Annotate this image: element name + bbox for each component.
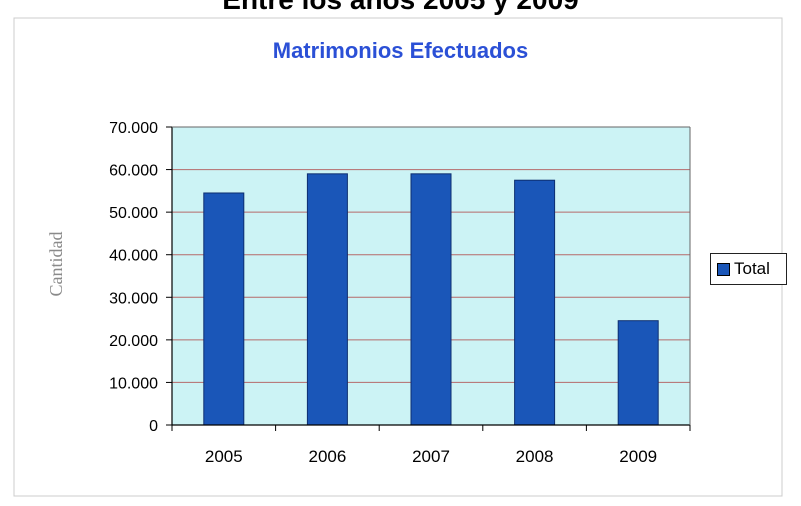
bar-series (203, 173, 659, 426)
axes (166, 126, 691, 431)
chart-title: Matrimonios Efectuados (272, 38, 529, 63)
bar-2007 (410, 173, 452, 426)
legend-swatch (717, 262, 730, 276)
legend-label: Total (734, 259, 770, 278)
y-tick-label: 30.000 (109, 290, 158, 307)
page-header-title: Entre los años 2005 y 2009 (0, 0, 801, 16)
bar-2009 (617, 320, 659, 426)
bar-2006 (306, 173, 348, 426)
x-tick-label: 2007 (412, 447, 450, 466)
y-tick-label: 20.000 (109, 333, 158, 350)
legend: Total (710, 253, 787, 285)
x-tick-labels: 2005 2006 2007 2008 2009 (205, 447, 657, 466)
y-tick-label: 10.000 (109, 375, 158, 392)
x-tick-label: 2006 (308, 447, 346, 466)
y-tick-label: 0 (149, 418, 158, 435)
y-tick-label: 50.000 (109, 205, 158, 222)
x-tick-label: 2005 (205, 447, 243, 466)
bar-2008 (514, 179, 556, 426)
bar-2005 (203, 192, 245, 426)
y-tick-labels: 0 10.000 20.000 30.000 40.000 50.000 60.000 70.… (109, 120, 158, 435)
x-tick-label: 2008 (516, 447, 554, 466)
x-tick-label: 2009 (619, 447, 657, 466)
y-tick-label: 40.000 (109, 248, 158, 265)
y-tick-label: 70.000 (109, 120, 158, 137)
y-tick-label: 60.000 (109, 163, 158, 180)
